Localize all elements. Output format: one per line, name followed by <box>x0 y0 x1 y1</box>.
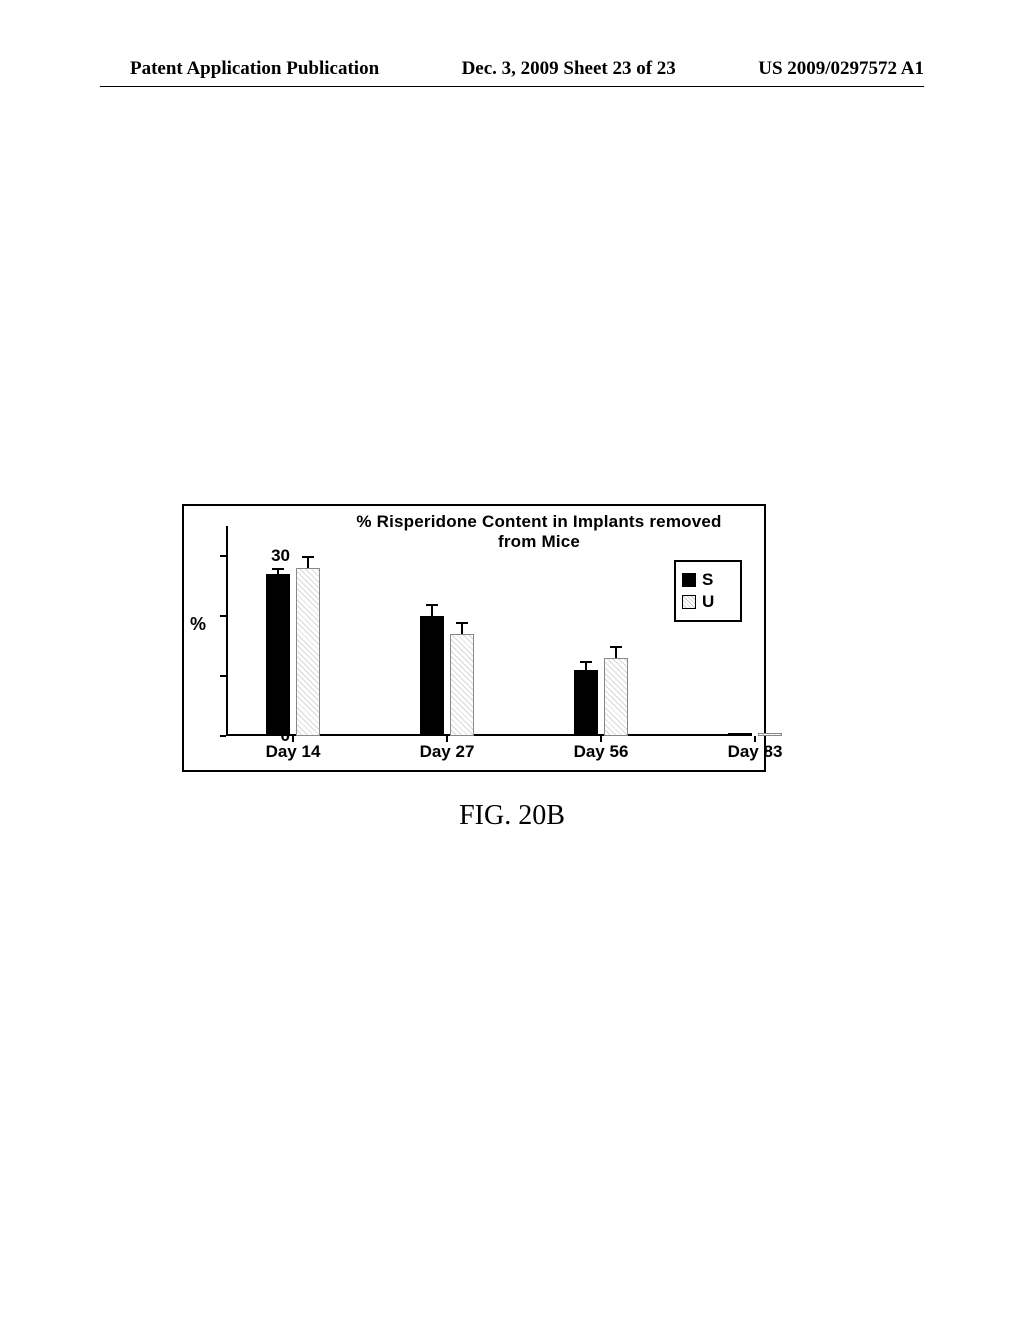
error-cap <box>302 556 314 558</box>
header-right: US 2009/0297572 A1 <box>758 58 924 80</box>
y-axis-label: % <box>190 614 206 635</box>
bar-s <box>420 616 444 736</box>
y-tick-label: 30 <box>254 546 290 566</box>
y-tick-label: 10 <box>254 666 290 686</box>
x-tick-label: Day 56 <box>556 742 646 762</box>
header-rule <box>100 86 924 87</box>
legend-item-s: S <box>682 570 734 590</box>
y-tick <box>220 735 226 737</box>
x-tick-label: Day 83 <box>710 742 800 762</box>
error-cap <box>610 646 622 648</box>
x-tick-label: Day 14 <box>248 742 338 762</box>
plot-area <box>226 526 736 736</box>
chart-frame: % Risperidone Content in Implants remove… <box>182 504 766 772</box>
bar-s <box>574 670 598 736</box>
x-tick-label: Day 27 <box>402 742 492 762</box>
figure-caption: FIG. 20B <box>0 800 1024 832</box>
y-tick <box>220 615 226 617</box>
page-header: Patent Application Publication Dec. 3, 2… <box>0 58 1024 80</box>
error-cap <box>426 604 438 606</box>
legend-swatch-u-icon <box>682 595 696 609</box>
legend-swatch-s-icon <box>682 573 696 587</box>
legend: S U <box>674 560 742 622</box>
error-cap <box>272 568 284 570</box>
y-axis-line <box>226 526 228 736</box>
bar-u <box>296 568 320 736</box>
header-center: Dec. 3, 2009 Sheet 23 of 23 <box>462 58 676 80</box>
bar-u <box>450 634 474 736</box>
error-cap <box>456 622 468 624</box>
y-tick-label: 20 <box>254 606 290 626</box>
bar-s <box>728 733 752 736</box>
bar-s <box>266 574 290 736</box>
y-tick <box>220 555 226 557</box>
y-tick <box>220 675 226 677</box>
header-left: Patent Application Publication <box>130 58 379 80</box>
legend-label-s: S <box>702 570 713 590</box>
error-cap <box>580 661 592 663</box>
bar-u <box>604 658 628 736</box>
legend-label-u: U <box>702 592 714 612</box>
bar-u <box>758 733 782 736</box>
legend-item-u: U <box>682 592 734 612</box>
